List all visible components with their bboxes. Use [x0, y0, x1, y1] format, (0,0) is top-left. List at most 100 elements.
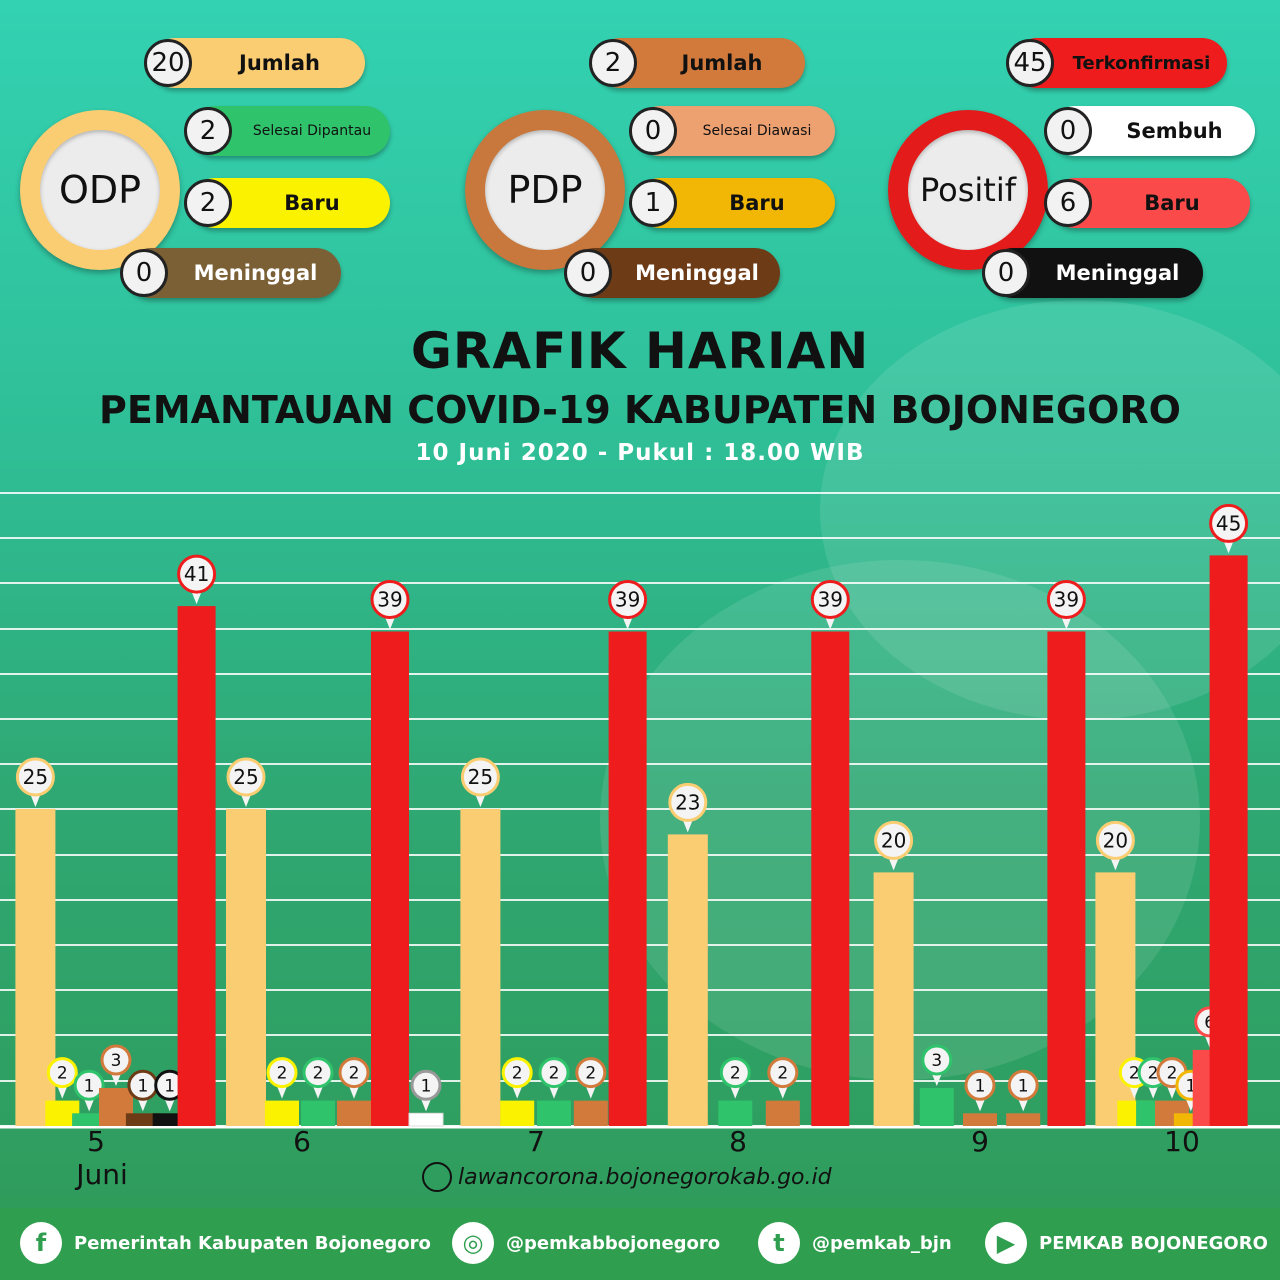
positif-baru-label: Baru	[1144, 191, 1200, 215]
bar-8-odp_selesai	[718, 1100, 753, 1126]
pdp-meninggal-pill: 0 Meninggal	[564, 248, 780, 298]
bar-9-pdp_jumlah	[963, 1113, 997, 1126]
bar-7-pos_jumlah	[608, 631, 647, 1126]
data-label: 2	[349, 1064, 360, 1084]
facebook-link[interactable]: f Pemerintah Kabupaten Bojonegoro	[20, 1222, 431, 1264]
bar-9-odp_selesai	[919, 1088, 954, 1126]
value-marker	[410, 1069, 442, 1101]
bar-6-odp_baru	[265, 1100, 299, 1126]
value-marker	[460, 757, 500, 797]
value-marker	[177, 554, 217, 594]
value-marker	[668, 782, 708, 822]
value-marker	[538, 1057, 570, 1089]
value-marker	[15, 757, 55, 797]
data-label: 25	[23, 765, 48, 789]
bar-7-pdp_jumlah	[573, 1100, 608, 1126]
value-marker	[874, 820, 914, 860]
youtube-link[interactable]: ▶ PEMKAB BOJONEGORO	[985, 1222, 1268, 1264]
bar-8-pdp_jumlah	[765, 1100, 800, 1126]
value-marker	[810, 580, 850, 619]
pdp-selesai-value: 0	[629, 107, 677, 155]
data-label: 2	[57, 1064, 68, 1084]
pdp-title: PDP	[485, 130, 605, 250]
positif-sembuh-pill: 0 Sembuh	[1044, 106, 1255, 156]
data-label: 2	[730, 1064, 741, 1084]
positif-sembuh-label: Sembuh	[1126, 119, 1223, 143]
instagram-text: @pemkabbojonegoro	[506, 1232, 721, 1254]
pdp-baru-pill: 1 Baru	[629, 178, 835, 228]
positif-jumlah-label: Terkonfirmasi	[1072, 52, 1211, 74]
value-marker	[100, 1044, 132, 1076]
value-marker	[338, 1057, 370, 1089]
x-label-10: 10	[1164, 1125, 1200, 1158]
value-marker	[266, 1057, 298, 1089]
twitter-link[interactable]: t @pemkab_bjn	[758, 1222, 952, 1264]
value-marker	[370, 580, 410, 619]
pdp-jumlah-pill: 2 Jumlah	[589, 38, 805, 88]
positif-meninggal-pill: 0 Meninggal	[982, 248, 1203, 298]
value-marker	[608, 580, 648, 619]
gridline	[0, 627, 1280, 630]
bar-6-odp_jumlah	[226, 809, 266, 1126]
odp-selesai-label: Selesai Dipantau	[252, 123, 372, 139]
data-label: 25	[233, 765, 258, 789]
value-marker	[767, 1057, 799, 1089]
positif-summary: Positif 45 Terkonfirmasi 0 Sembuh 6 Baru…	[868, 30, 1268, 320]
value-marker	[1046, 580, 1086, 619]
positif-baru-value: 6	[1044, 179, 1092, 227]
positif-title: Positif	[908, 130, 1028, 250]
positif-meninggal-value: 0	[982, 249, 1030, 297]
website-link[interactable]: lawancorona.bojonegorokab.go.id	[422, 1162, 832, 1192]
odp-jumlah-value: 20	[144, 39, 192, 87]
value-marker	[501, 1057, 533, 1089]
facebook-text: Pemerintah Kabupaten Bojonegoro	[74, 1232, 431, 1254]
twitter-text: @pemkab_bjn	[812, 1232, 952, 1254]
pdp-meninggal-label: Meninggal	[635, 261, 759, 285]
positif-ring: Positif	[888, 110, 1048, 270]
youtube-text: PEMKAB BOJONEGORO	[1039, 1232, 1268, 1254]
bar-6-pdp_jumlah	[337, 1100, 371, 1126]
value-marker	[1209, 503, 1249, 543]
value-marker	[719, 1057, 751, 1089]
bar-8-odp_jumlah	[667, 834, 708, 1126]
data-label: 39	[615, 588, 640, 612]
instagram-link[interactable]: ◎ @pemkabbojonegoro	[452, 1222, 720, 1264]
pdp-baru-label: Baru	[729, 191, 785, 215]
value-marker	[575, 1057, 607, 1089]
data-label: 1	[1185, 1076, 1196, 1096]
bar-6-pos_jumlah	[371, 631, 409, 1126]
data-label: 2	[1167, 1064, 1178, 1084]
pdp-jumlah-value: 2	[589, 39, 637, 87]
facebook-icon: f	[20, 1222, 62, 1264]
data-label: 3	[111, 1051, 122, 1071]
bar-5-pos_jumlah	[177, 606, 216, 1126]
globe-icon	[422, 1162, 452, 1192]
odp-title: ODP	[40, 130, 160, 250]
x-label-8: 8	[729, 1125, 747, 1158]
data-label: 39	[1054, 588, 1079, 612]
data-label: 3	[931, 1051, 942, 1071]
value-marker	[964, 1069, 996, 1101]
bar-5-odp_selesai	[72, 1113, 107, 1126]
bar-10-odp_jumlah	[1095, 872, 1136, 1126]
value-marker	[73, 1069, 105, 1101]
x-label-5: 5	[87, 1125, 105, 1158]
odp-selesai-pill: 2 Selesai Dipantau	[184, 106, 390, 156]
data-label: 1	[975, 1076, 986, 1096]
footer	[0, 1208, 1280, 1280]
x-month-label: Juni	[76, 1158, 128, 1191]
odp-meninggal-label: Meninggal	[193, 261, 318, 285]
value-marker	[302, 1057, 334, 1089]
odp-baru-pill: 2 Baru	[184, 178, 390, 228]
data-label: 1	[421, 1076, 432, 1096]
gridline	[0, 537, 1280, 540]
data-label: 2	[777, 1064, 788, 1084]
value-marker	[46, 1057, 78, 1089]
positif-baru-pill: 6 Baru	[1044, 178, 1250, 228]
value-marker	[226, 757, 266, 797]
x-label-9: 9	[971, 1125, 989, 1158]
data-label: 39	[818, 588, 843, 612]
data-label: 1	[1018, 1076, 1029, 1096]
data-label: 20	[881, 828, 906, 852]
